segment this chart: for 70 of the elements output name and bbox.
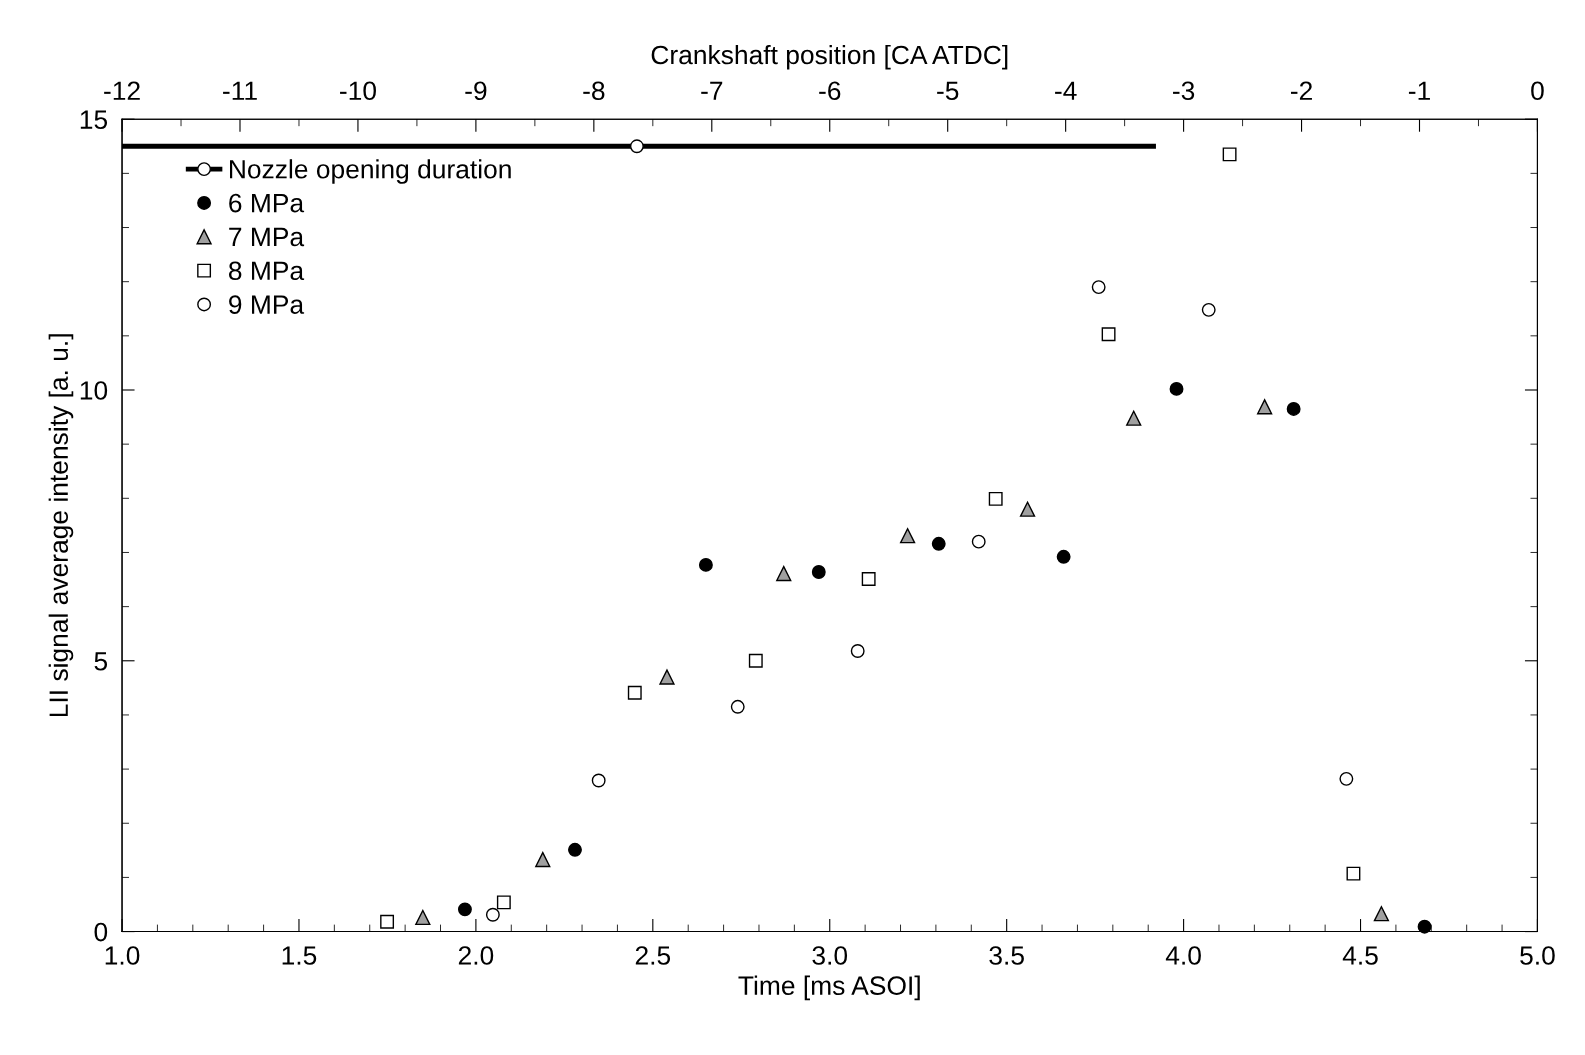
point	[1019, 501, 1036, 517]
point	[535, 851, 551, 868]
point	[415, 909, 431, 926]
point	[1373, 906, 1390, 922]
x-tick-label: 4.5	[1342, 946, 1378, 965]
x-tick-label: 5.0	[1520, 946, 1555, 965]
x2-tick-label: -6	[819, 81, 841, 101]
y-tick-label: 10	[80, 381, 108, 400]
point	[1286, 402, 1301, 416]
x-tick-label: 3.0	[812, 946, 848, 965]
y-tick-label: 0	[94, 922, 108, 942]
x2-tick-label: -2	[1290, 81, 1312, 100]
point	[1091, 280, 1106, 295]
point	[627, 685, 642, 700]
point	[899, 528, 916, 544]
y-tick-label: 5	[94, 652, 108, 671]
point	[1201, 302, 1216, 317]
legend-label: 8 MPa	[228, 261, 305, 281]
point	[748, 653, 763, 668]
point	[698, 557, 713, 572]
point	[1256, 399, 1273, 415]
x2-tick-label: -1	[1408, 81, 1430, 100]
y-axis-title: LII signal average intensity [a. u.]	[48, 334, 74, 717]
x-tick-label: 1.0	[105, 946, 140, 965]
point	[931, 536, 946, 551]
x2-tick-label: -8	[583, 81, 605, 101]
point	[629, 139, 644, 154]
x2-tick-label: -10	[340, 81, 376, 101]
point	[1169, 381, 1184, 396]
point	[1222, 147, 1237, 162]
x2-tick-label: -9	[465, 81, 487, 101]
x-tick-label: 2.0	[458, 946, 494, 965]
legend-label: 9 MPa	[229, 295, 305, 314]
legend-label: Nozzle opening duration	[230, 159, 511, 184]
x2-axis-title: Crankshaft position [CA ATDC]	[651, 44, 1008, 70]
point	[776, 565, 792, 582]
legend-label: 7 MPa	[229, 227, 305, 247]
point	[591, 773, 606, 788]
point	[861, 572, 876, 586]
x2-tick-label: -7	[701, 81, 723, 100]
point	[730, 699, 745, 714]
point	[1056, 549, 1071, 564]
point	[457, 902, 472, 917]
x-tick-label: 2.5	[635, 946, 671, 965]
point	[811, 565, 826, 579]
x2-tick-label: -5	[937, 81, 959, 101]
point	[568, 842, 582, 857]
point	[496, 895, 511, 910]
point	[971, 534, 986, 549]
x2-tick-label: -4	[1055, 81, 1077, 100]
legend-label: 6 MPa	[229, 193, 305, 213]
point	[1126, 410, 1142, 426]
x-axis-title: Time [ms ASOI]	[738, 975, 920, 1001]
x2-tick-label: -12	[104, 81, 140, 100]
point	[659, 669, 675, 685]
point	[850, 644, 865, 658]
x-tick-label: 4.0	[1165, 946, 1201, 965]
point	[1346, 866, 1361, 881]
x2-tick-label: 0	[1531, 81, 1544, 101]
x2-tick-label: -11	[223, 81, 257, 100]
point	[1339, 771, 1354, 786]
y-tick-label: 15	[80, 110, 108, 130]
point	[1417, 919, 1432, 934]
point	[380, 914, 395, 929]
point	[988, 491, 1003, 506]
x-tick-label: 1.5	[282, 946, 317, 965]
x-tick-label: 3.5	[989, 946, 1024, 965]
x2-tick-label: -3	[1173, 81, 1195, 101]
point	[1101, 327, 1116, 342]
point	[485, 907, 500, 922]
